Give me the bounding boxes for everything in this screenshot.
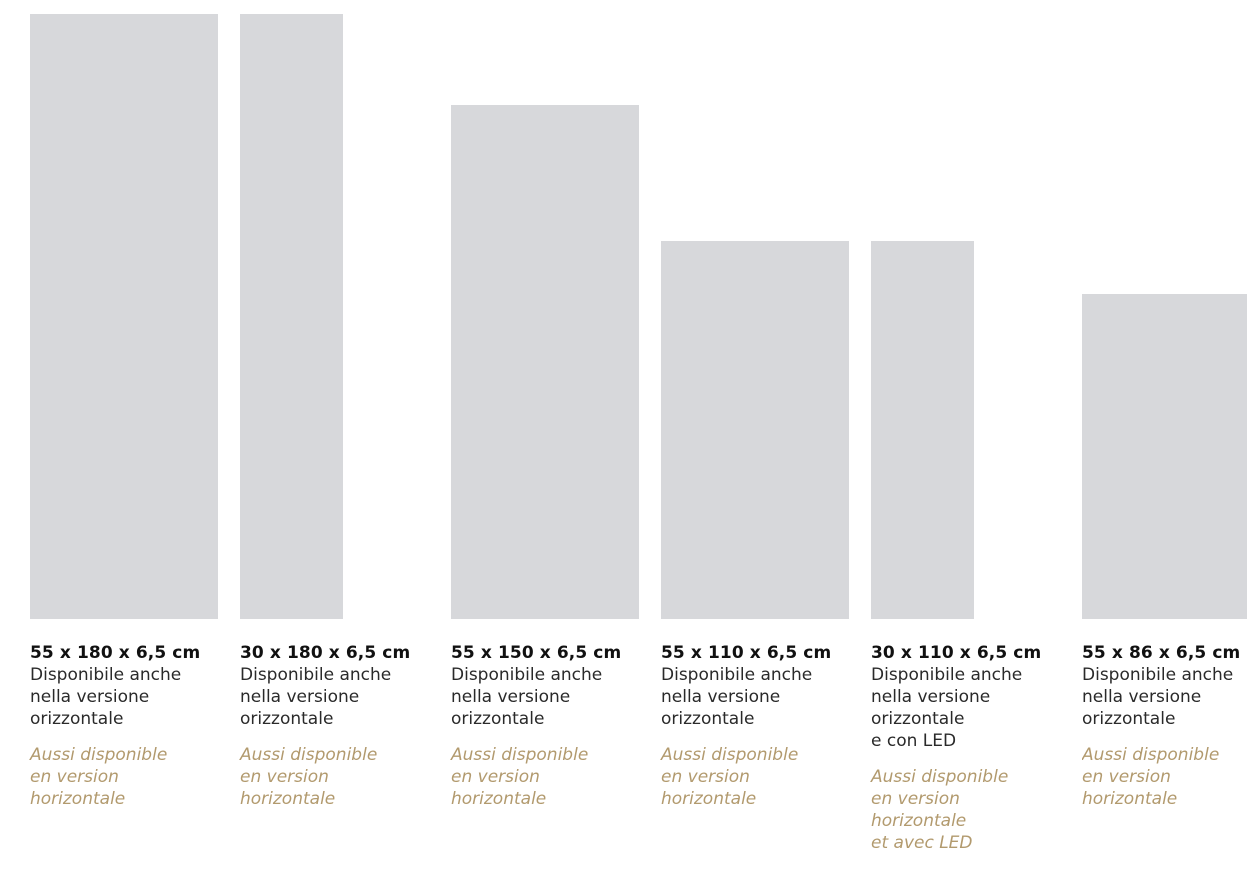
- it-line: nella versione: [451, 687, 571, 707]
- french-description: Aussi disponible en version horizontale: [451, 744, 651, 810]
- it-line: orizzontale: [1082, 709, 1176, 729]
- it-line: orizzontale: [30, 709, 124, 729]
- it-line: orizzontale: [661, 709, 755, 729]
- it-line: Disponibile anche: [240, 665, 392, 685]
- it-line: Disponibile anche: [871, 665, 1023, 685]
- fr-line: horizontale: [30, 789, 126, 809]
- dimensions-label: 30 x 180 x 6,5 cm: [240, 643, 411, 663]
- it-line: Disponibile anche: [30, 665, 182, 685]
- italian-description: Disponibile anche nella versione orizzon…: [1082, 664, 1247, 730]
- it-line: Disponibile anche: [661, 665, 813, 685]
- fr-line: en version: [30, 767, 119, 787]
- french-description: Aussi disponible en version horizontale: [661, 744, 861, 810]
- fr-line: horizontale: [451, 789, 547, 809]
- panel-30x180: [240, 14, 343, 619]
- dimensions-label: 55 x 150 x 6,5 cm: [451, 643, 622, 663]
- product-caption: 55 x 110 x 6,5 cm Disponibile anche nell…: [661, 642, 861, 810]
- dimensions-label: 30 x 110 x 6,5 cm: [871, 643, 1042, 663]
- it-line: orizzontale: [451, 709, 545, 729]
- fr-line: Aussi disponible: [240, 745, 378, 765]
- italian-description: Disponibile anche nella versione orizzon…: [240, 664, 440, 730]
- fr-line: Aussi disponible: [451, 745, 589, 765]
- fr-line: en version: [451, 767, 540, 787]
- it-line: e con LED: [871, 731, 957, 751]
- fr-line: et avec LED: [871, 833, 973, 853]
- it-line: nella versione: [661, 687, 781, 707]
- product-caption: 55 x 86 x 6,5 cm Disponibile anche nella…: [1082, 642, 1247, 810]
- dimensions-label: 55 x 180 x 6,5 cm: [30, 643, 201, 663]
- it-line: orizzontale: [240, 709, 334, 729]
- fr-line: en version: [240, 767, 329, 787]
- product-caption: 30 x 110 x 6,5 cm Disponibile anche nell…: [871, 642, 1071, 854]
- italian-description: Disponibile anche nella versione orizzon…: [661, 664, 861, 730]
- it-line: nella versione: [871, 687, 991, 707]
- it-line: nella versione: [1082, 687, 1202, 707]
- panel-55x110: [661, 241, 849, 619]
- fr-line: Aussi disponible: [1082, 745, 1220, 765]
- panel-55x150: [451, 105, 639, 619]
- it-line: orizzontale: [871, 709, 965, 729]
- italian-description: Disponibile anche nella versione orizzon…: [451, 664, 651, 730]
- fr-line: Aussi disponible: [661, 745, 799, 765]
- product-caption: 55 x 150 x 6,5 cm Disponibile anche nell…: [451, 642, 651, 810]
- it-line: Disponibile anche: [451, 665, 603, 685]
- french-description: Aussi disponible en version horizontale: [1082, 744, 1247, 810]
- french-description: Aussi disponible en version horizontale …: [871, 766, 1071, 854]
- fr-line: horizontale: [240, 789, 336, 809]
- french-description: Aussi disponible en version horizontale: [240, 744, 440, 810]
- dimensions-label: 55 x 86 x 6,5 cm: [1082, 643, 1241, 663]
- fr-line: horizontale: [661, 789, 757, 809]
- fr-line: horizontale: [871, 811, 967, 831]
- panel-55x86: [1082, 294, 1247, 619]
- it-line: nella versione: [30, 687, 150, 707]
- fr-line: en version: [661, 767, 750, 787]
- italian-description: Disponibile anche nella versione orizzon…: [871, 664, 1071, 752]
- panel-55x180: [30, 14, 218, 619]
- dimensions-label: 55 x 110 x 6,5 cm: [661, 643, 832, 663]
- product-caption: 30 x 180 x 6,5 cm Disponibile anche nell…: [240, 642, 440, 810]
- french-description: Aussi disponible en version horizontale: [30, 744, 230, 810]
- fr-line: Aussi disponible: [30, 745, 168, 765]
- fr-line: horizontale: [1082, 789, 1178, 809]
- it-line: nella versione: [240, 687, 360, 707]
- italian-description: Disponibile anche nella versione orizzon…: [30, 664, 230, 730]
- panel-30x110: [871, 241, 974, 619]
- fr-line: en version: [871, 789, 960, 809]
- fr-line: en version: [1082, 767, 1171, 787]
- product-caption: 55 x 180 x 6,5 cm Disponibile anche nell…: [30, 642, 230, 810]
- fr-line: Aussi disponible: [871, 767, 1009, 787]
- it-line: Disponibile anche: [1082, 665, 1234, 685]
